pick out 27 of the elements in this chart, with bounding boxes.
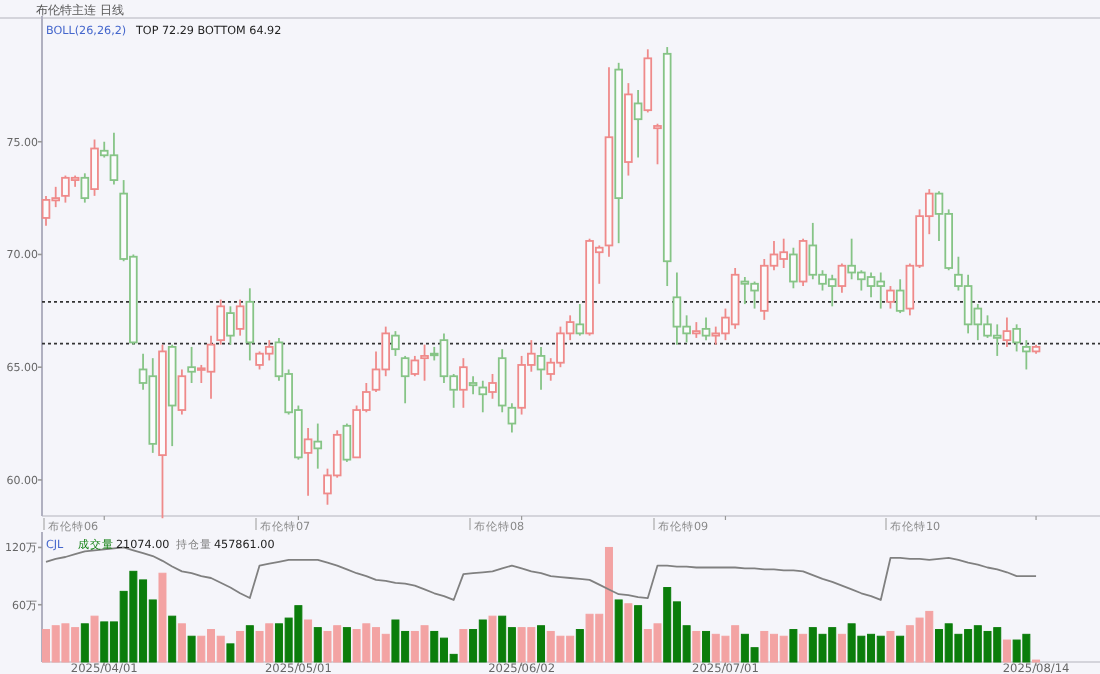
bar	[236, 630, 245, 663]
bar	[245, 625, 254, 663]
bar	[342, 627, 351, 663]
bar	[459, 629, 468, 663]
bar	[488, 615, 497, 663]
bar	[634, 605, 643, 663]
bar	[90, 615, 99, 663]
bar	[799, 633, 808, 663]
bar	[837, 633, 846, 663]
bar	[187, 635, 196, 663]
bar	[1002, 639, 1011, 663]
bar	[575, 629, 584, 663]
bar	[177, 623, 186, 663]
bar	[896, 635, 905, 663]
bar	[158, 572, 167, 663]
bar	[789, 629, 798, 663]
bar	[168, 615, 177, 663]
bar	[537, 625, 546, 663]
bar	[886, 630, 895, 663]
bar	[304, 619, 313, 663]
bar	[692, 630, 701, 663]
bar	[313, 627, 322, 663]
bar	[614, 599, 623, 663]
bar	[226, 643, 235, 663]
bar	[624, 603, 633, 663]
bar	[702, 630, 711, 663]
bar	[80, 623, 89, 663]
